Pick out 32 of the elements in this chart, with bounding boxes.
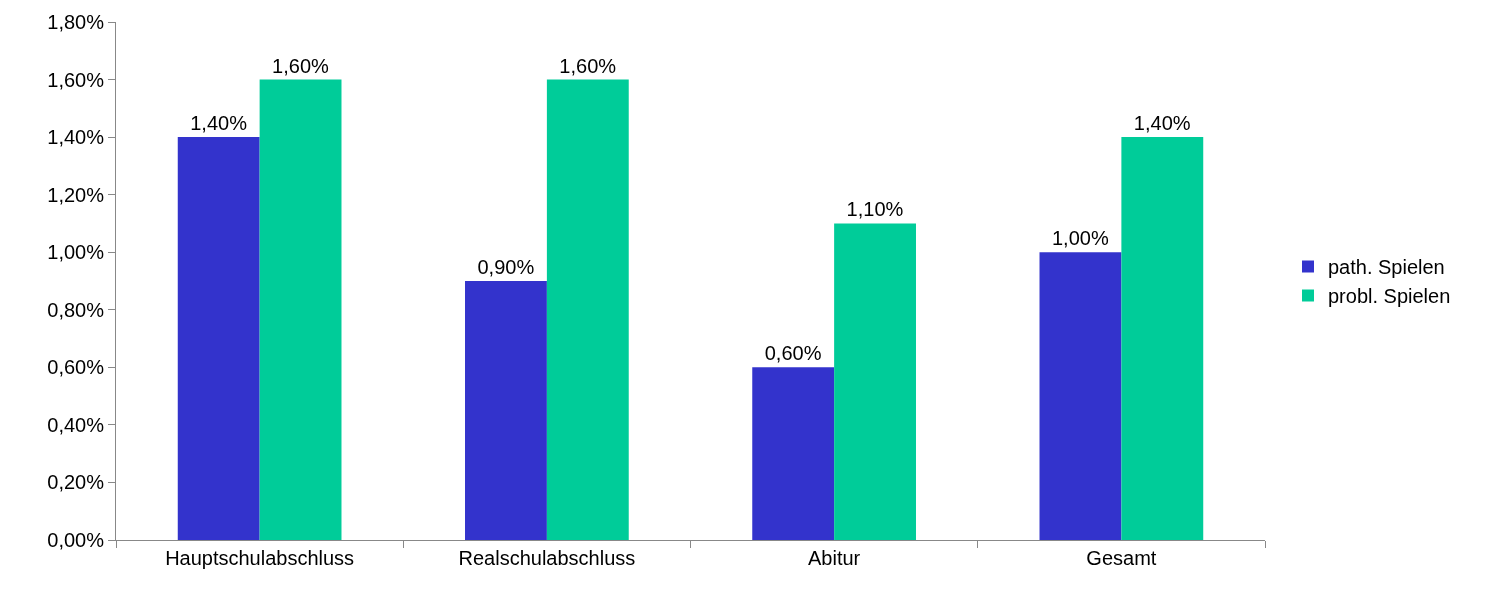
bar: [465, 281, 547, 540]
y-tick-label: 1,60%: [47, 68, 105, 91]
y-tick-label: 1,00%: [47, 241, 105, 264]
data-label: 1,10%: [846, 198, 904, 221]
y-tick-label: 1,20%: [47, 183, 105, 206]
y-tick-label: 0,60%: [47, 356, 105, 379]
bar: [1039, 252, 1122, 540]
bar: [752, 367, 835, 540]
data-label: 1,40%: [1133, 112, 1191, 135]
x-tick-label: Realschulabschluss: [458, 547, 636, 569]
bar: [546, 79, 629, 540]
y-tick-label: 0,80%: [47, 298, 105, 321]
data-label: 1,40%: [190, 112, 248, 135]
x-tick-label: Gesamt: [1086, 547, 1157, 569]
legend-label: probl. Spielen: [1327, 285, 1451, 308]
x-tick-label: Abitur: [808, 547, 861, 569]
data-label: 1,00%: [1051, 227, 1109, 250]
bar: [1121, 137, 1204, 540]
bar: [259, 79, 342, 540]
x-tick-label: Hauptschulabschluss: [165, 547, 355, 569]
y-tick-label: 0,00%: [47, 529, 105, 551]
bar: [177, 137, 260, 540]
data-label: 1,60%: [559, 54, 617, 77]
y-tick-label: 0,40%: [47, 413, 105, 436]
data-label: 0,60%: [764, 342, 822, 365]
y-tick-label: 1,80%: [47, 11, 105, 33]
y-tick-label: 0,20%: [47, 471, 105, 494]
bar: [834, 223, 916, 540]
y-tick-label: 1,40%: [47, 126, 105, 149]
data-label: 1,60%: [272, 54, 330, 77]
data-label: 0,90%: [477, 256, 535, 278]
legend-label: path. Spielen: [1327, 256, 1445, 279]
